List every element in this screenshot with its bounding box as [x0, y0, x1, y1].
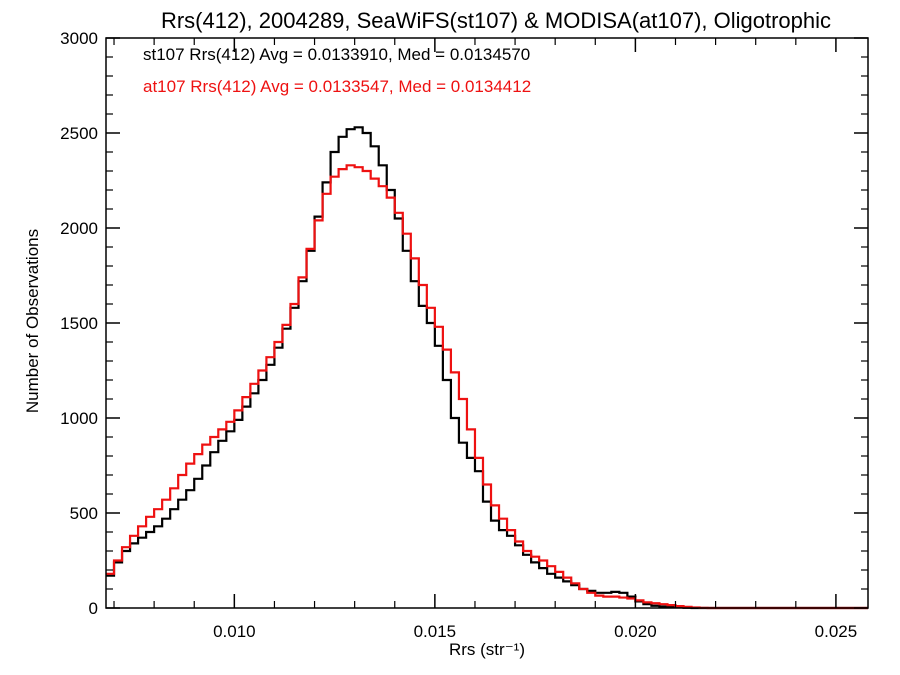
y-tick-label: 2000	[60, 219, 98, 238]
y-axis: 0 500 1000 1500 2000 2500 3000	[60, 29, 868, 618]
chart-title: Rrs(412), 2004289, SeaWiFS(st107) & MODI…	[161, 8, 831, 33]
y-tick-label: 1000	[60, 409, 98, 428]
x-axis: 0.010 0.015 0.020 0.025	[113, 38, 858, 641]
y-tick-label: 0	[89, 599, 98, 618]
y-tick-label: 1500	[60, 314, 98, 333]
annotation-at107: at107 Rrs(412) Avg = 0.0133547, Med = 0.…	[143, 77, 531, 96]
series-layer	[106, 126, 868, 610]
x-axis-label: Rrs (str⁻¹)	[449, 640, 525, 659]
series-line-at107	[106, 164, 868, 610]
x-tick-label: 0.025	[815, 622, 858, 641]
x-tick-label: 0.015	[414, 622, 457, 641]
x-tick-label: 0.020	[614, 622, 657, 641]
plot-frame	[105, 37, 869, 609]
plot-area: 0.010 0.015 0.020 0.025 0 500 1000 1500 2000 250…	[60, 29, 869, 641]
y-tick-label: 500	[70, 504, 98, 523]
annotation-st107: st107 Rrs(412) Avg = 0.0133910, Med = 0.…	[143, 45, 530, 64]
y-axis-label: Number of Observations	[23, 229, 42, 413]
y-tick-label: 3000	[60, 29, 98, 48]
series-line-st107	[106, 126, 868, 610]
x-tick-label: 0.010	[213, 622, 256, 641]
y-tick-label: 2500	[60, 124, 98, 143]
